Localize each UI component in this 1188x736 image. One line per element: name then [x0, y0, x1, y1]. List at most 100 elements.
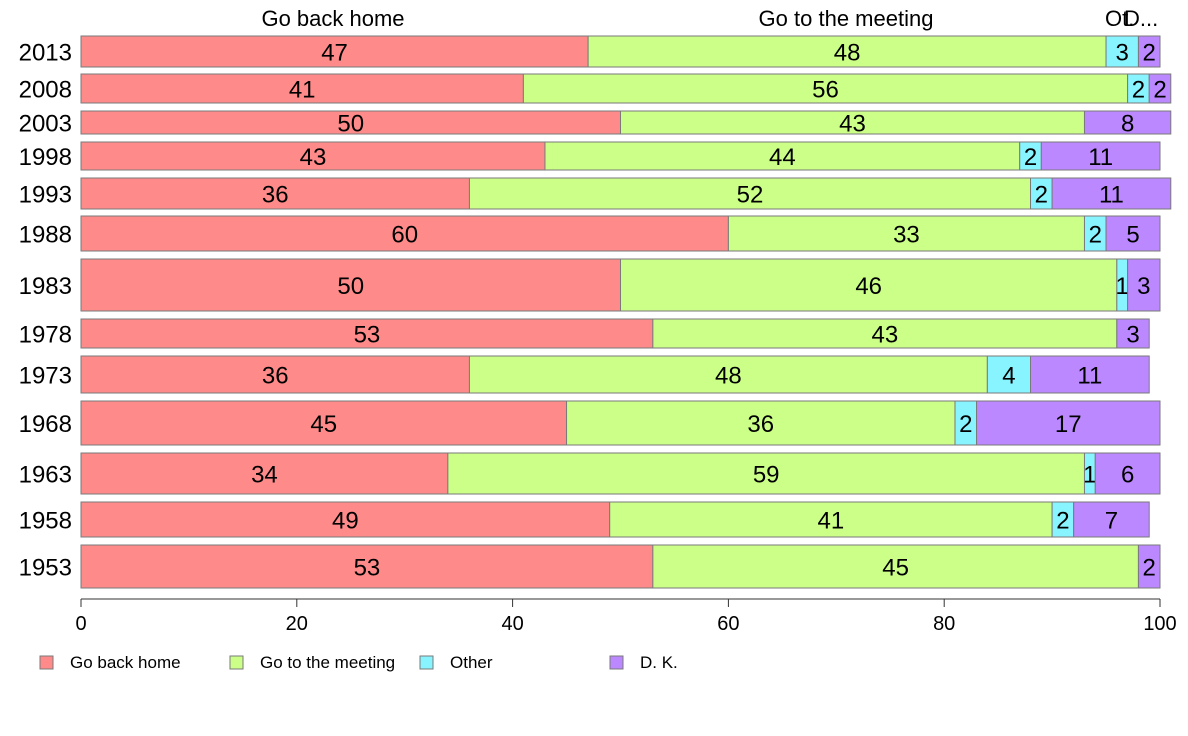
bar-value-label: 5: [1126, 222, 1139, 249]
bar-value-label: 2: [1153, 77, 1166, 104]
bar-segment: [80, 73, 524, 104]
bar-segment: [468, 177, 1032, 210]
legend-label: D. K.: [640, 653, 678, 672]
bar-value-label: 2: [1132, 77, 1145, 104]
bar-value-label: 33: [893, 222, 920, 249]
bar-value-label: 4: [1002, 363, 1015, 390]
legend-swatch: [39, 655, 54, 670]
bar-value-label: 41: [289, 77, 316, 104]
bar-segment: [1040, 141, 1161, 171]
year-labels: 2013 2008 2003 1998 1993 1988 1983 1978 1973 1968…: [19, 40, 72, 582]
bar-segment: [80, 215, 729, 252]
bar-value-label: 59: [753, 462, 780, 489]
bar-segment: [587, 35, 1107, 68]
bar-segment: [1105, 215, 1161, 252]
bar-value-label: 2: [1089, 222, 1102, 249]
legend-label: Other: [450, 653, 493, 672]
bar-segment: [1105, 35, 1139, 68]
bar-value-label: 2: [1056, 508, 1069, 535]
bar-value-label: 36: [262, 363, 289, 390]
bar-value-label: 36: [747, 411, 774, 438]
year-label: 1968: [19, 411, 72, 438]
bar-segment: [80, 35, 589, 68]
column-header: Ot.: [1105, 6, 1134, 31]
x-tick-label: 0: [75, 613, 86, 635]
year-label: 1998: [19, 144, 72, 171]
legend-label: Go to the meeting: [260, 653, 395, 672]
bar-value-label: 8: [1121, 111, 1134, 138]
x-axis: 0 20 40 60 80 100: [75, 598, 1177, 635]
bar-segment: [80, 258, 621, 312]
bar-segment: [1137, 35, 1161, 68]
year-label: 1993: [19, 182, 72, 209]
column-header: Go to the meeting: [759, 6, 934, 31]
bar-segment: [447, 452, 1085, 495]
bar-value-label: 49: [332, 508, 359, 535]
bar-value-label: 43: [872, 322, 899, 349]
year-label: 1958: [19, 508, 72, 535]
bar-value-label: 43: [839, 111, 866, 138]
legend-swatch: [609, 655, 624, 670]
bar-segment: [522, 73, 1129, 104]
bar-value-label: 1: [1116, 273, 1129, 300]
legend-item: Other: [419, 653, 493, 672]
legend-label: Go back home: [70, 653, 181, 672]
bar-segment: [652, 318, 1118, 349]
bar-value-label: 50: [337, 273, 364, 300]
bar-value-label: 11: [1099, 182, 1124, 209]
year-label: 1963: [19, 462, 72, 489]
bar-value-label: 48: [834, 40, 861, 67]
legend-swatch: [419, 655, 434, 670]
bar-value-label: 1: [1083, 462, 1096, 489]
bar-value-label: 2: [1143, 40, 1156, 67]
bar-segment: [80, 452, 449, 495]
bar-value-label: 3: [1116, 40, 1129, 67]
bar-segment: [986, 355, 1032, 394]
x-tick-label: 20: [286, 613, 308, 635]
bar-segment: [727, 215, 1085, 252]
bar-segment: [652, 544, 1139, 589]
bar-segment: [80, 400, 568, 446]
bar-value-label: 41: [818, 508, 845, 535]
legend: Go back home Go to the meeting Other D. K.: [39, 653, 678, 672]
x-tick-label: 60: [717, 613, 739, 635]
legend-swatch: [229, 655, 244, 670]
bar-value-label: 2: [1143, 555, 1156, 582]
bar-value-label: 17: [1055, 411, 1082, 438]
bar-segment: [468, 355, 988, 394]
bar-value-label: 46: [855, 273, 882, 300]
year-label: 1973: [19, 363, 72, 390]
bar-value-label: 53: [354, 322, 381, 349]
bar-segment: [1127, 258, 1161, 312]
bar-value-label: 11: [1077, 363, 1102, 390]
year-label: 2003: [19, 111, 72, 138]
bar-value-label: 48: [715, 363, 742, 390]
column-header: D...: [1124, 6, 1158, 31]
bar-value-label: 3: [1137, 273, 1150, 300]
column-header: Go back home: [261, 6, 404, 31]
bar-segment: [976, 400, 1161, 446]
bar-segment: [80, 355, 470, 394]
year-label: 1978: [19, 322, 72, 349]
column-headers: Go back home Go to the meeting Ot.D...: [261, 6, 1158, 31]
year-label: 1988: [19, 222, 72, 249]
bar-segment: [80, 141, 546, 171]
bar-segment: [1137, 544, 1161, 589]
legend-item: Go back home: [39, 653, 181, 672]
bar-value-label: 11: [1088, 144, 1113, 171]
year-label: 1953: [19, 555, 72, 582]
year-label: 2013: [19, 40, 72, 67]
bar-value-label: 50: [337, 111, 364, 138]
bar-value-label: 2: [1035, 182, 1048, 209]
bar-value-label: 45: [882, 555, 909, 582]
bar-segment: [80, 177, 470, 210]
bar-segment: [1083, 110, 1172, 135]
legend-item: D. K.: [609, 653, 678, 672]
bar-value-label: 53: [354, 555, 381, 582]
bar-value-label: 2: [1024, 144, 1037, 171]
bar-value-label: 2: [959, 411, 972, 438]
bar-value-label: 60: [391, 222, 418, 249]
x-tick-label: 40: [501, 613, 523, 635]
